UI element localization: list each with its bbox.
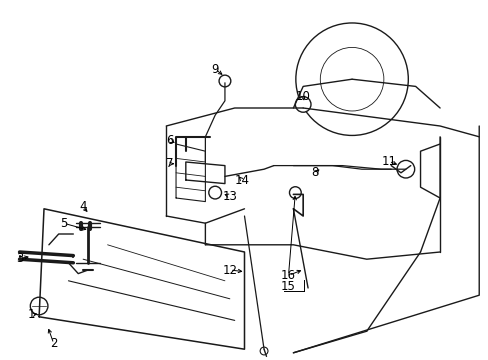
Circle shape xyxy=(208,186,221,199)
Circle shape xyxy=(295,96,310,112)
Text: 13: 13 xyxy=(222,190,237,203)
Text: 8: 8 xyxy=(311,166,319,179)
Text: 3: 3 xyxy=(16,252,23,265)
Text: 7: 7 xyxy=(165,157,173,170)
Text: 6: 6 xyxy=(165,134,173,147)
Text: 12: 12 xyxy=(222,264,237,276)
Text: 1: 1 xyxy=(28,309,36,321)
Circle shape xyxy=(219,75,230,87)
Circle shape xyxy=(30,297,48,315)
Text: 10: 10 xyxy=(295,90,310,103)
Text: 4: 4 xyxy=(79,201,87,213)
Text: 16: 16 xyxy=(281,269,295,282)
Text: 15: 15 xyxy=(281,280,295,293)
Text: 14: 14 xyxy=(234,174,249,186)
Circle shape xyxy=(396,161,414,178)
Text: 2: 2 xyxy=(50,337,58,350)
Text: 11: 11 xyxy=(381,155,395,168)
Circle shape xyxy=(289,187,301,198)
Text: 9: 9 xyxy=(211,63,219,76)
Text: 5: 5 xyxy=(60,217,67,230)
